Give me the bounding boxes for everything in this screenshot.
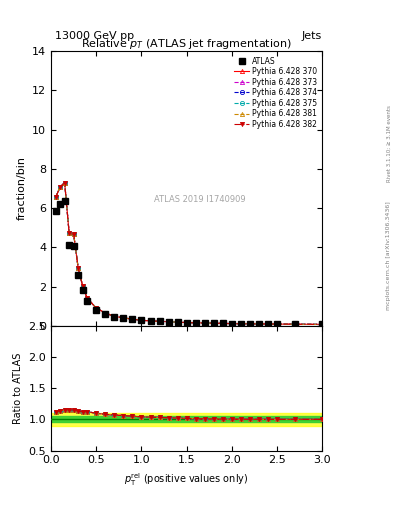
Bar — [51, 416, 322, 422]
X-axis label: $p_{\mathrm{T}}^{\mathrm{rel}}$ (positive values only): $p_{\mathrm{T}}^{\mathrm{rel}}$ (positiv… — [125, 471, 249, 488]
Y-axis label: Ratio to ATLAS: Ratio to ATLAS — [13, 352, 23, 424]
Title: Relative $p_T$ (ATLAS jet fragmentation): Relative $p_T$ (ATLAS jet fragmentation) — [81, 37, 292, 51]
Bar — [51, 413, 322, 425]
Legend: ATLAS, Pythia 6.428 370, Pythia 6.428 373, Pythia 6.428 374, Pythia 6.428 375, P: ATLAS, Pythia 6.428 370, Pythia 6.428 37… — [233, 55, 318, 130]
Text: 13000 GeV pp: 13000 GeV pp — [55, 31, 134, 41]
Text: ATLAS 2019 I1740909: ATLAS 2019 I1740909 — [154, 195, 246, 204]
Text: Jets: Jets — [302, 31, 322, 41]
Text: Rivet 3.1.10; ≥ 3.1M events: Rivet 3.1.10; ≥ 3.1M events — [387, 105, 392, 182]
Text: mcplots.cern.ch [arXiv:1306.3436]: mcplots.cern.ch [arXiv:1306.3436] — [386, 202, 391, 310]
Y-axis label: fraction/bin: fraction/bin — [17, 157, 27, 221]
